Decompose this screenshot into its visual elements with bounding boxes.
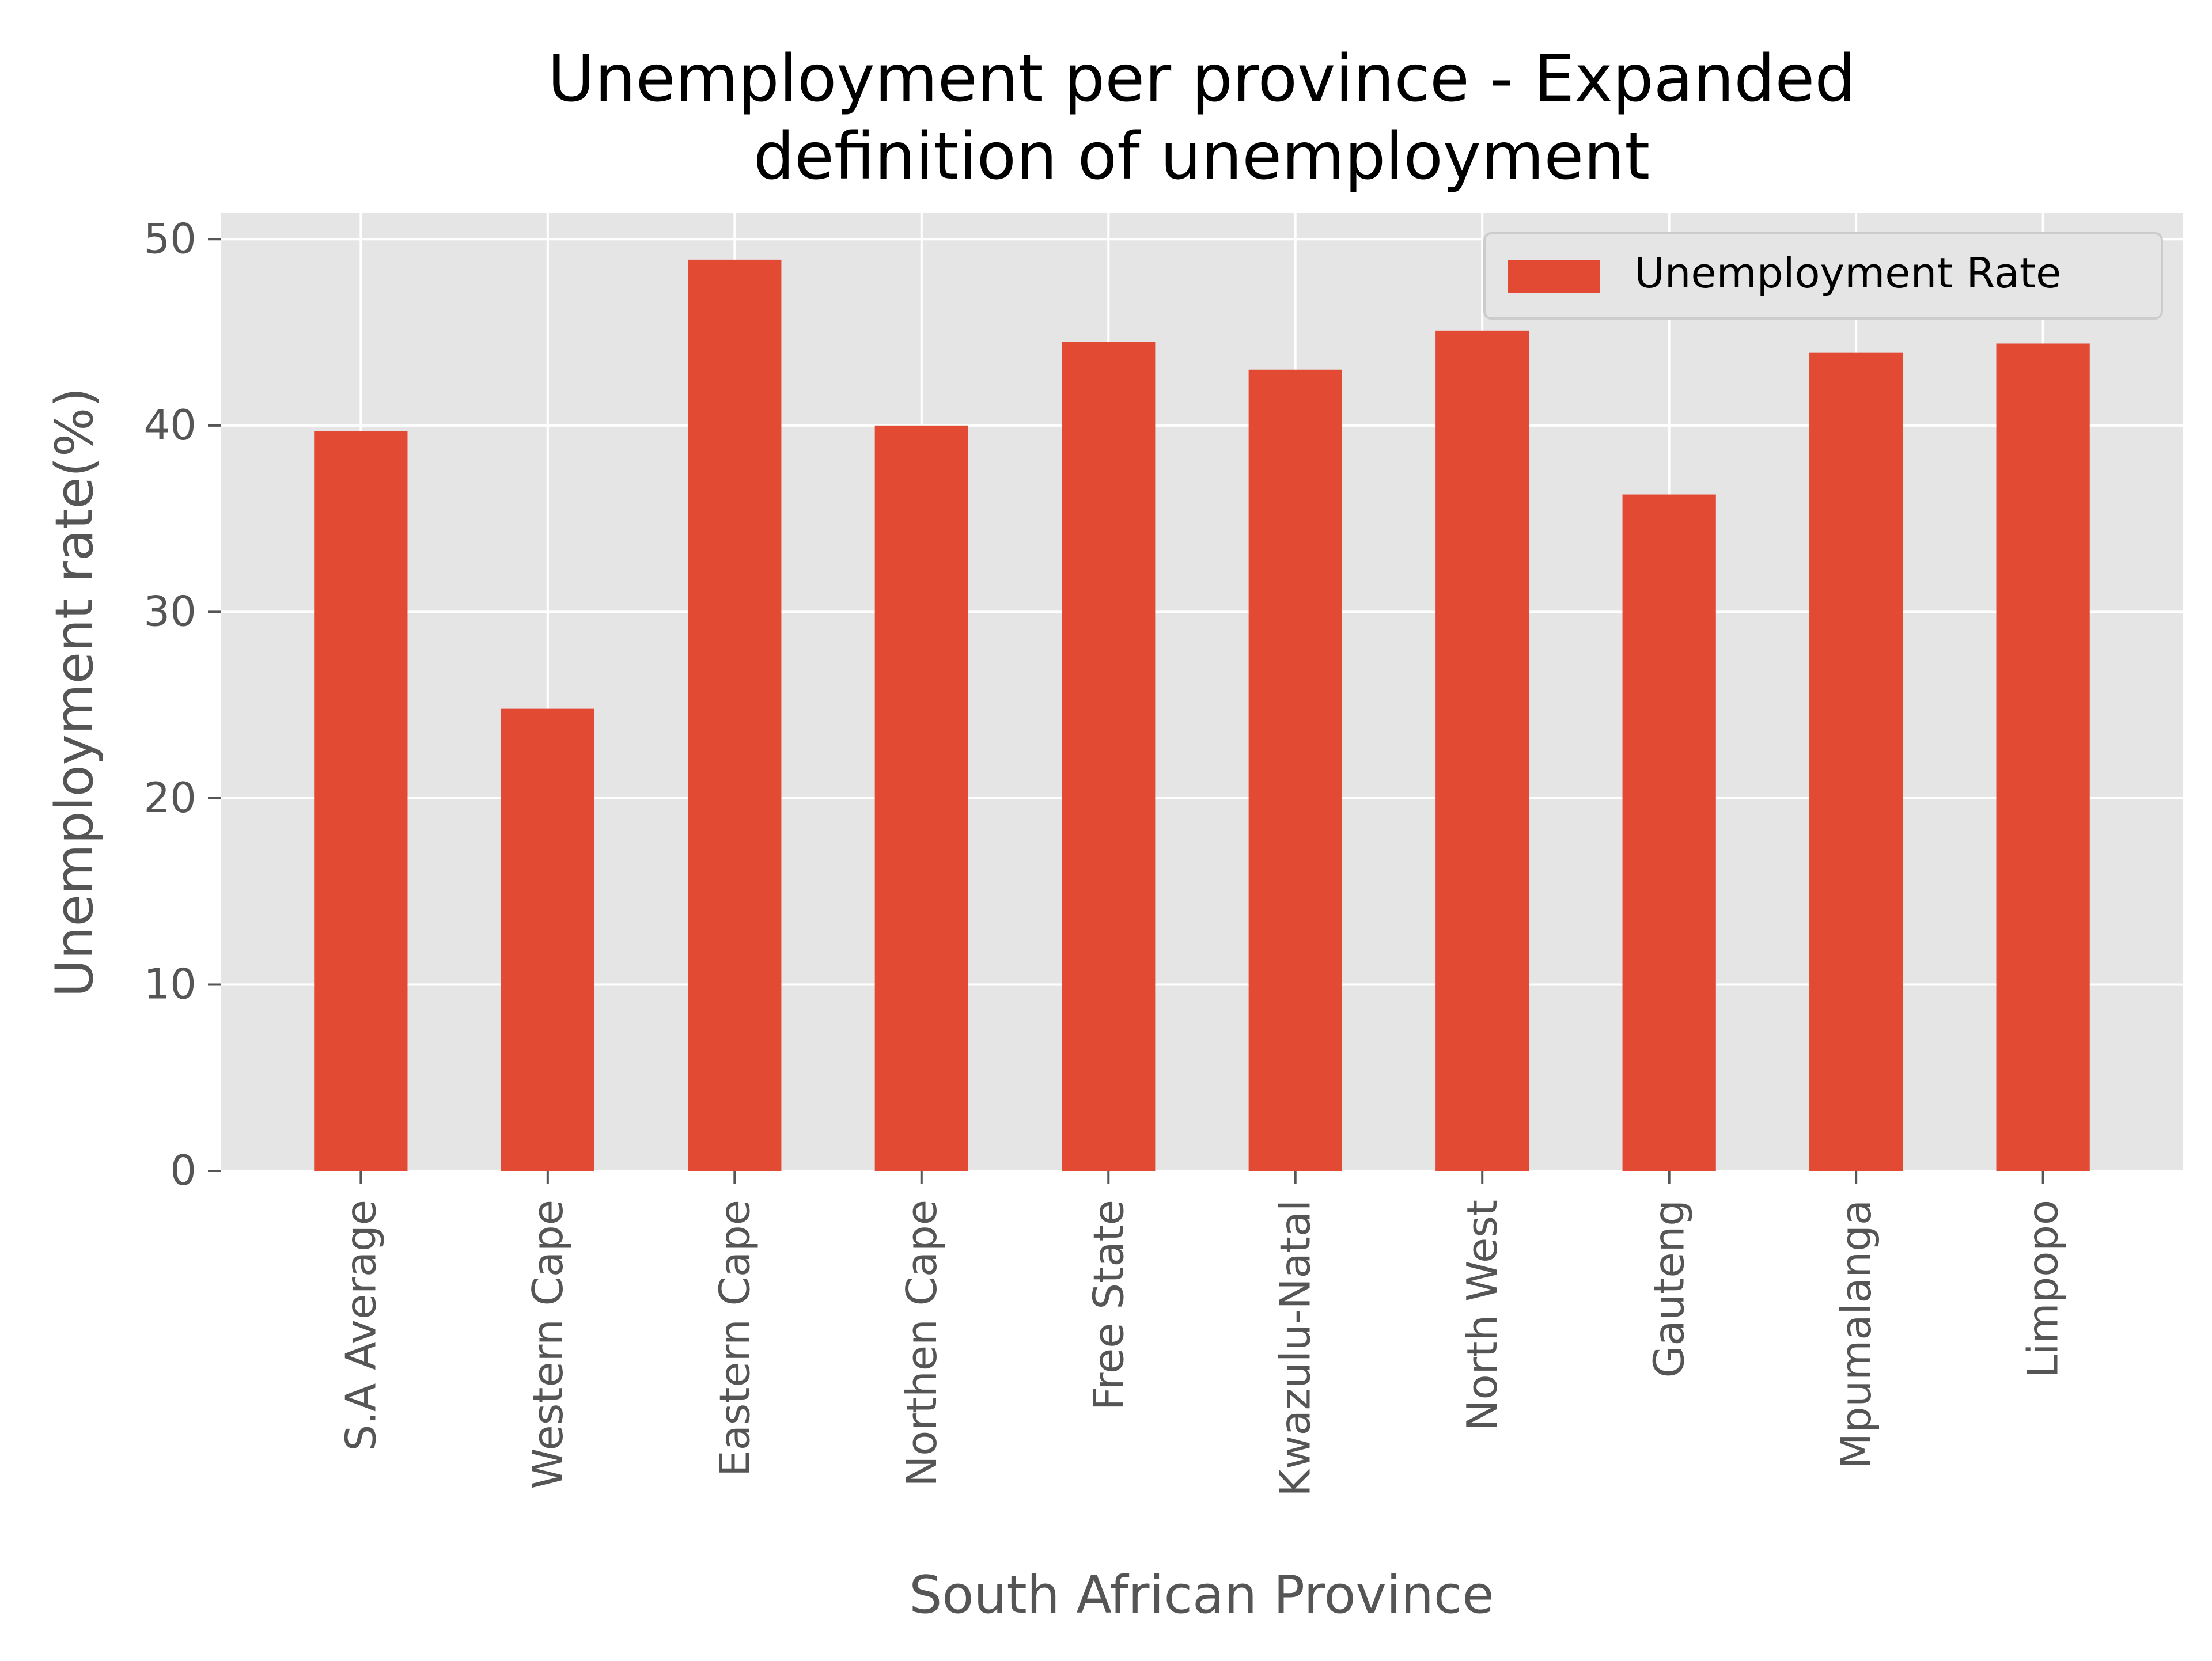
bar bbox=[1062, 342, 1156, 1171]
y-tick-label: 30 bbox=[143, 587, 196, 635]
legend-label: Unemployment Rate bbox=[1634, 249, 2061, 297]
chart-title-line-2: definition of unemployment bbox=[753, 119, 1650, 194]
y-tick-label: 20 bbox=[143, 773, 196, 822]
x-tick-label: Eastern Cape bbox=[710, 1200, 759, 1477]
y-axis: 0 10 20 30 40 50 bbox=[143, 214, 221, 1194]
bar bbox=[1996, 343, 2090, 1171]
x-axis: S.A Average Western Cape Eastern Cape North… bbox=[336, 1171, 2067, 1497]
bar bbox=[688, 259, 782, 1171]
bar bbox=[1435, 330, 1529, 1171]
x-tick-label: Western Cape bbox=[524, 1200, 572, 1489]
bar bbox=[874, 425, 968, 1171]
legend: Unemployment Rate bbox=[1483, 232, 2163, 320]
bar bbox=[1809, 352, 1903, 1171]
bar bbox=[501, 708, 594, 1171]
y-tick-label: 10 bbox=[143, 960, 196, 1008]
x-tick-label: Gauteng bbox=[1645, 1200, 1694, 1378]
x-axis-label: South African Province bbox=[909, 1565, 1494, 1625]
x-tick-label: S.A Average bbox=[336, 1200, 385, 1451]
bars-layer bbox=[314, 259, 2090, 1171]
x-tick-label: Limpopo bbox=[2019, 1200, 2067, 1378]
legend-box bbox=[1483, 232, 2163, 320]
y-axis-label: Unemployment rate(%) bbox=[44, 388, 105, 998]
y-tick-label: 0 bbox=[170, 1146, 196, 1194]
x-tick-label: Mpumalanga bbox=[1832, 1200, 1880, 1469]
bar bbox=[314, 431, 408, 1171]
legend-swatch bbox=[1508, 260, 1600, 293]
x-tick-label: Free State bbox=[1084, 1200, 1132, 1410]
x-tick-label: Kwazulu-Natal bbox=[1271, 1200, 1320, 1497]
x-tick-label: North West bbox=[1458, 1200, 1506, 1431]
bar bbox=[1622, 494, 1716, 1171]
y-tick-label: 40 bbox=[143, 401, 196, 449]
x-tick-label: Northen Cape bbox=[897, 1200, 946, 1487]
y-tick-label: 50 bbox=[143, 214, 196, 263]
bar bbox=[1248, 369, 1342, 1171]
chart-title-line-1: Unemployment per province - Expanded bbox=[548, 41, 1856, 116]
